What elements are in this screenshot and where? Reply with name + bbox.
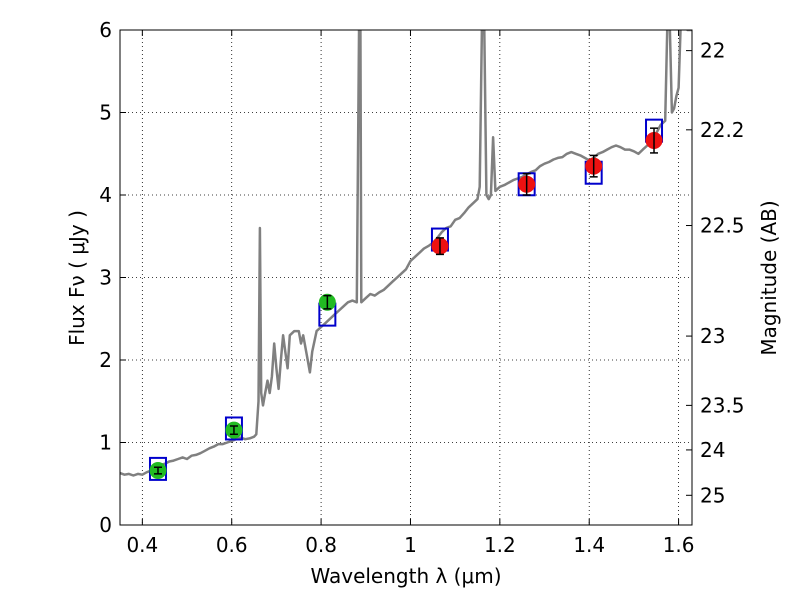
y-tick-label: 5 [99,101,112,125]
y2-tick-label: 24 [700,438,725,462]
x-tick-label: 0.4 [126,533,158,557]
axis-ticks: 0.4 0.6 0.8 1 1.2 1.4 1.601234562222.222.52323… [99,18,744,557]
sed-model-line [120,30,692,477]
y2-tick-label: 22.5 [700,214,745,238]
y2-tick-label: 25 [700,483,725,507]
y2-axis-label: Magnitude (AB) [757,200,781,355]
x-tick-label: 1 [404,533,417,557]
x-tick-label: 0.6 [216,533,248,557]
y2-tick-label: 22 [700,39,725,63]
x-tick-label: 1.4 [573,533,605,557]
y-tick-label: 2 [99,348,112,372]
y-tick-label: 4 [99,183,112,207]
x-tick-label: 0.8 [305,533,337,557]
y2-tick-label: 23.5 [700,393,745,417]
y2-tick-label: 23 [700,324,725,348]
plot-area [120,30,692,481]
y-tick-label: 0 [99,513,112,537]
y-tick-label: 3 [99,266,112,290]
y-tick-label: 1 [99,431,112,455]
x-axis-label: Wavelength λ (μm) [310,564,501,588]
y-tick-label: 6 [99,18,112,42]
x-tick-label: 1.2 [484,533,516,557]
y-axis-label: Flux Fν ( μJy ) [65,210,89,346]
x-tick-label: 1.6 [663,533,695,557]
y2-tick-label: 22.2 [700,118,745,142]
